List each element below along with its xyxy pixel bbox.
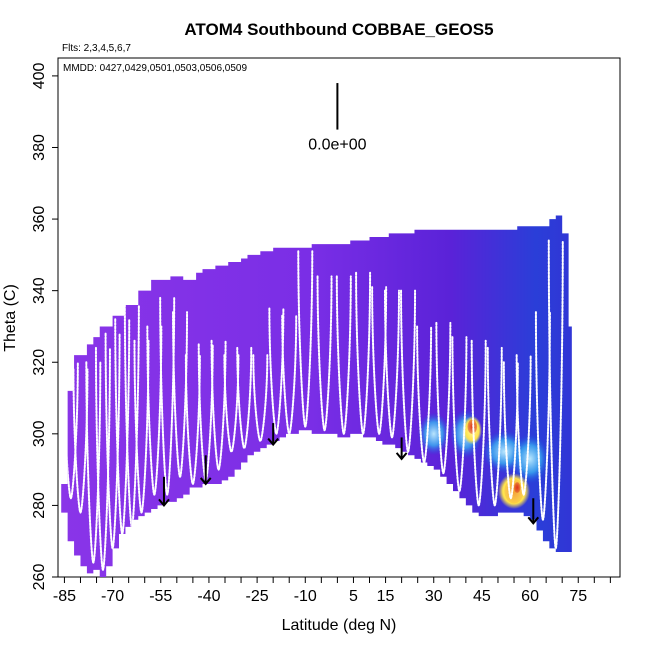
flight-profile bbox=[335, 275, 352, 435]
flight-profile bbox=[371, 286, 388, 435]
x-tick-label: 30 bbox=[425, 588, 443, 605]
y-tick-label: 260 bbox=[31, 564, 48, 591]
y-tick-label: 340 bbox=[31, 277, 48, 304]
chart-title: ATOM4 Southbound COBBAE_GEOS5 bbox=[184, 20, 493, 39]
flight-profile bbox=[416, 325, 433, 464]
flight-profile bbox=[104, 332, 121, 550]
x-tick-label: -55 bbox=[149, 588, 172, 605]
arrow-head bbox=[527, 516, 540, 525]
arrow-head bbox=[199, 477, 212, 486]
y-tick-label: 400 bbox=[31, 62, 48, 89]
flight-profile bbox=[146, 325, 163, 496]
flight-profile bbox=[355, 271, 372, 435]
x-tick-label: -10 bbox=[294, 588, 317, 605]
flight-profile bbox=[223, 354, 240, 453]
flight-profile bbox=[236, 346, 253, 450]
flight-profile bbox=[400, 289, 417, 453]
x-tick-label: 75 bbox=[569, 588, 587, 605]
x-tick-label: 60 bbox=[521, 588, 539, 605]
y-tick-label: 360 bbox=[31, 206, 48, 233]
x-tick-label: -40 bbox=[197, 588, 220, 605]
arrow-head bbox=[395, 452, 408, 461]
arrow-head bbox=[158, 498, 170, 507]
flight-profile bbox=[383, 289, 400, 439]
x-tick-label: 15 bbox=[377, 588, 395, 605]
flight-profile bbox=[515, 354, 532, 496]
flight-profile bbox=[114, 318, 131, 536]
scale-bar: 0.0e+00 bbox=[308, 83, 367, 154]
flight-profile bbox=[486, 346, 503, 507]
x-axis-label: Latitude (deg N) bbox=[282, 617, 397, 634]
flight-profile bbox=[470, 339, 487, 507]
flight-profile bbox=[268, 307, 285, 435]
x-tick-label: 5 bbox=[349, 588, 358, 605]
y-tick-label: 320 bbox=[31, 349, 48, 376]
x-tick-label: -85 bbox=[53, 588, 76, 605]
x-tick-label: 45 bbox=[473, 588, 491, 605]
flight-profile bbox=[435, 321, 452, 475]
flight-profile bbox=[316, 275, 333, 432]
y-tick-label: 300 bbox=[31, 420, 48, 447]
scale-bar-label: 0.0e+00 bbox=[308, 137, 366, 154]
flight-profile bbox=[451, 336, 468, 493]
y-tick-label: 380 bbox=[31, 134, 48, 161]
y-axis-label: Theta (C) bbox=[2, 284, 19, 352]
flight-profile bbox=[502, 361, 519, 500]
hotspot-red bbox=[467, 419, 478, 434]
flight-profile bbox=[297, 250, 314, 428]
flight-profile bbox=[184, 354, 201, 485]
flight-profile bbox=[85, 361, 102, 564]
dates-note: MMDD: 0427,0429,0501,0503,0506,0509 bbox=[63, 63, 247, 74]
flight-profile bbox=[210, 339, 227, 471]
flights-note: Flts: 2,3,4,5,6,7 bbox=[62, 43, 131, 54]
x-axis: -85 -70 -55 -40 -25 -10 5 15 30 45 60 75 bbox=[53, 577, 611, 605]
arrow-layer bbox=[158, 423, 540, 525]
y-tick-label: 280 bbox=[31, 492, 48, 519]
x-tick-label: -70 bbox=[101, 588, 124, 605]
flight-profile bbox=[159, 296, 176, 496]
plot-frame bbox=[57, 57, 621, 578]
flight-profile bbox=[534, 311, 551, 521]
y-axis: 260 280 300 320 340 360 380 400 bbox=[31, 62, 58, 590]
flight-profile bbox=[94, 346, 111, 571]
arrow-head bbox=[267, 437, 279, 447]
x-tick-label: -25 bbox=[246, 588, 269, 605]
flight-profile bbox=[252, 354, 269, 442]
flight-profile bbox=[133, 339, 150, 514]
hotspot-red bbox=[514, 482, 521, 493]
